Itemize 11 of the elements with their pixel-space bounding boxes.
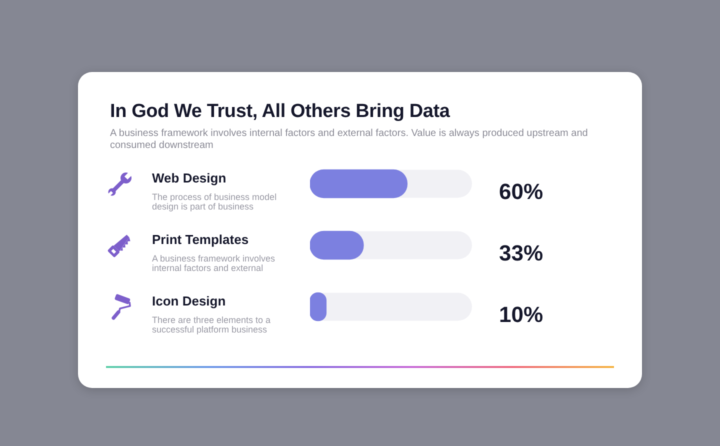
y-tick-label: Icon Design: [152, 293, 226, 308]
data-label: 33%: [499, 240, 544, 266]
text: The process of business model design is part of business: [152, 192, 277, 212]
data-label: 60%: [499, 178, 544, 204]
text: There are three elements to a successful platform business: [152, 315, 271, 335]
chart-subtitle: A business framework involves internal factors and external factors. Value is always produced upstream and consumed downstream: [110, 128, 589, 152]
y-tick-label: Web Design: [152, 170, 226, 186]
text: A business framework involves internal factors and external: [152, 254, 276, 274]
y-tick-label: Print Templates: [152, 232, 249, 247]
chart-title: In God We Trust, All Others Bring Data: [110, 101, 450, 123]
data-label: 10%: [499, 302, 544, 327]
